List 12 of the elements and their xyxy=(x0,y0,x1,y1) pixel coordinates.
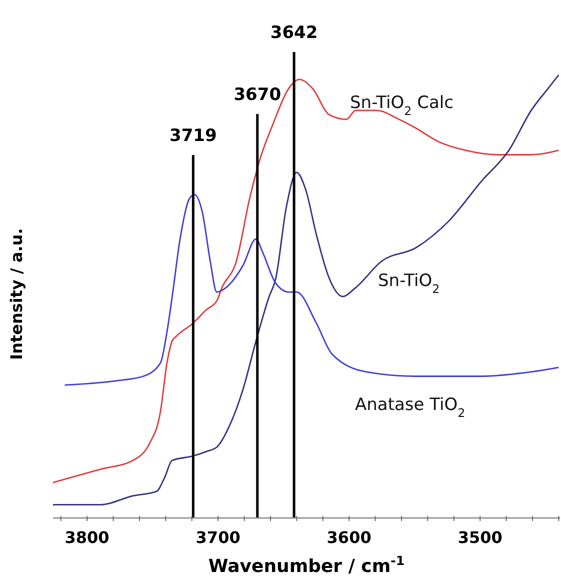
series-label: Sn-TiO$_{2}$ xyxy=(378,271,440,296)
ref-line-label: 3719 xyxy=(170,126,217,146)
y-axis-title: Intensity / a.u. xyxy=(7,228,26,360)
series-label: Anatase TiO$_{2}$ xyxy=(355,395,466,420)
x-tick-label: 3500 xyxy=(458,528,502,547)
x-tick-label: 3600 xyxy=(326,528,372,547)
x-tick-label: 3700 xyxy=(196,528,240,547)
x-tick-label: 3800 xyxy=(64,528,110,547)
ref-line-label: 3642 xyxy=(270,23,318,43)
series-label: Sn-TiO$_{2}$ Calc xyxy=(350,93,454,118)
x-axis-title: Wavenumber / cm$^{-1}$ xyxy=(208,552,405,577)
ref-line-label: 3670 xyxy=(234,85,282,105)
